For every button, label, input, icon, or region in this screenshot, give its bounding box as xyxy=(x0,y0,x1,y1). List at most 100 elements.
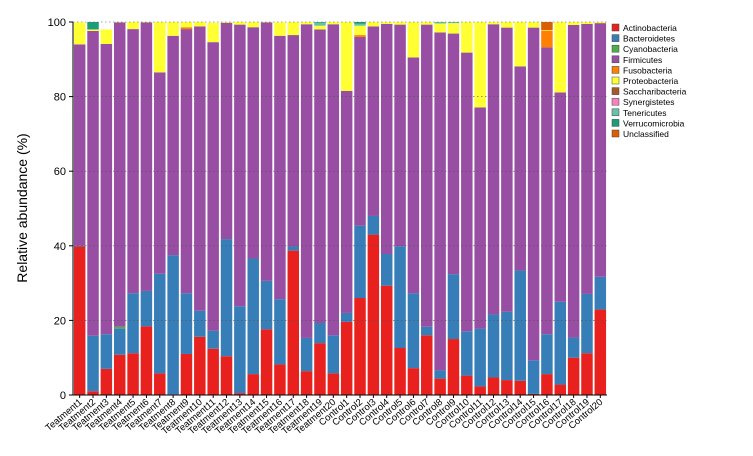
bar-segment-actinobacteria-control16 xyxy=(541,374,552,395)
bar-segment-bacteroidetes-teatment7 xyxy=(154,274,165,374)
bar-segment-firmicutes-teatment8 xyxy=(167,36,178,255)
bar-segment-firmicutes-control2 xyxy=(354,37,365,226)
bar-segment-bacteroidetes-teatment10 xyxy=(194,311,205,337)
bar-segment-bacteroidetes-teatment16 xyxy=(274,299,285,364)
bar-segment-actinobacteria-control12 xyxy=(488,377,499,395)
legend: ActinobacteriaBacteroidetesCyanobacteria… xyxy=(612,23,687,139)
bar-segment-bacteroidetes-control8 xyxy=(434,370,445,378)
bar-segment-bacteroidetes-teatment3 xyxy=(101,334,112,369)
legend-swatch-firmicutes xyxy=(612,56,619,63)
bar-segment-bacteroidetes-control2 xyxy=(354,226,365,298)
bar-segment-firmicutes-teatment6 xyxy=(141,22,152,291)
bar-segment-actinobacteria-control4 xyxy=(381,286,392,395)
bar-segment-proteobacteria-teatment16 xyxy=(274,22,285,35)
bar-segment-firmicutes-control20 xyxy=(595,23,606,277)
bar-segment-proteobacteria-teatment1 xyxy=(74,22,85,44)
bar-segment-bacteroidetes-control16 xyxy=(541,334,552,374)
bar-segment-bacteroidetes-teatment9 xyxy=(181,293,192,354)
bar-segment-bacteroidetes-teatment8 xyxy=(167,255,178,394)
bar-segment-firmicutes-teatment9 xyxy=(181,29,192,293)
legend-swatch-bacteroidetes xyxy=(612,35,619,42)
bar-segment-bacteroidetes-control12 xyxy=(488,314,499,377)
bar-segment-actinobacteria-control5 xyxy=(394,348,405,395)
bar-segment-firmicutes-control17 xyxy=(555,93,566,302)
bar-segment-proteobacteria-control19 xyxy=(581,22,592,24)
bar-segment-firmicutes-control10 xyxy=(461,53,472,332)
bar-segment-proteobacteria-control13 xyxy=(501,22,512,28)
bar-segment-bacteroidetes-teatment12 xyxy=(221,239,232,356)
bar-segment-proteobacteria-control9 xyxy=(448,23,459,33)
bar-segment-bacteroidetes-teatment4 xyxy=(114,329,125,355)
bar-segment-bacteroidetes-control17 xyxy=(555,302,566,385)
bar-segment-proteobacteria-control1 xyxy=(341,22,352,91)
bar-segment-actinobacteria-teatment20 xyxy=(328,373,339,395)
bar-segment-actinobacteria-control6 xyxy=(408,368,419,395)
bar-segment-proteobacteria-control20 xyxy=(595,22,606,23)
bar-segment-bacteroidetes-control3 xyxy=(368,216,379,235)
y-tick-label-0: 0 xyxy=(60,390,66,402)
bar-segment-actinobacteria-control8 xyxy=(434,379,445,395)
legend-label-saccharibacteria: Saccharibacteria xyxy=(623,87,687,97)
bar-segment-firmicutes-control9 xyxy=(448,34,459,275)
bar-segment-bacteroidetes-control11 xyxy=(474,329,485,387)
y-tick-label-60: 60 xyxy=(54,166,66,178)
bar-segment-proteobacteria-teatment18 xyxy=(301,22,312,24)
bar-segment-bacteroidetes-control5 xyxy=(394,246,405,348)
legend-label-tenericutes: Tenericutes xyxy=(623,108,666,118)
bar-segment-firmicutes-teatment7 xyxy=(154,72,165,273)
bar-segment-verrucomicrobia-teatment19 xyxy=(314,22,325,23)
bar-segment-bacteroidetes-teatment15 xyxy=(261,281,272,329)
y-tick-label-100: 100 xyxy=(48,17,66,29)
bar-segment-bacteroidetes-teatment17 xyxy=(288,247,299,251)
bar-segment-bacteroidetes-teatment1 xyxy=(74,246,85,247)
y-tick-label-80: 80 xyxy=(54,92,66,104)
legend-swatch-proteobacteria xyxy=(612,77,619,84)
bar-segment-actinobacteria-teatment5 xyxy=(127,353,138,395)
bar-segment-bacteroidetes-control10 xyxy=(461,331,472,375)
bar-segment-firmicutes-teatment16 xyxy=(274,36,285,299)
bar-segment-proteobacteria-control4 xyxy=(381,22,392,24)
bar-segment-proteobacteria-control14 xyxy=(514,22,525,66)
bar-segment-firmicutes-teatment17 xyxy=(288,35,299,246)
bar-segment-firmicutes-control11 xyxy=(474,107,485,328)
bar-segment-proteobacteria-teatment10 xyxy=(194,22,205,26)
bar-segment-firmicutes-teatment14 xyxy=(247,27,258,258)
bar-segment-actinobacteria-teatment15 xyxy=(261,329,272,395)
bar-segment-proteobacteria-teatment13 xyxy=(234,22,245,25)
legend-label-fusobacteria: Fusobacteria xyxy=(623,65,672,75)
bar-segment-firmicutes-control5 xyxy=(394,25,405,247)
bar-segment-bacteroidetes-teatment14 xyxy=(247,258,258,374)
grid-lines xyxy=(73,22,607,320)
legend-swatch-unclassified xyxy=(612,130,619,137)
legend-swatch-saccharibacteria xyxy=(612,88,619,95)
bar-segment-firmicutes-control12 xyxy=(488,24,499,314)
bar-segment-firmicutes-teatment2 xyxy=(87,31,98,336)
bar-segment-proteobacteria-teatment9 xyxy=(181,22,192,27)
bar-segment-firmicutes-teatment20 xyxy=(328,24,339,335)
bar-segment-cyanobacteria-teatment4 xyxy=(114,327,125,329)
bar-segment-bacteroidetes-control7 xyxy=(421,327,432,336)
bar-segment-actinobacteria-teatment2 xyxy=(87,391,98,395)
legend-label-firmicutes: Firmicutes xyxy=(623,55,662,65)
legend-label-bacteroidetes: Bacteroidetes xyxy=(623,34,675,44)
bar-segment-firmicutes-control3 xyxy=(368,26,379,215)
bar-segment-firmicutes-control16 xyxy=(541,47,552,334)
bar-segment-firmicutes-control15 xyxy=(528,28,539,361)
legend-label-proteobacteria: Proteobacteria xyxy=(623,76,679,86)
bar-segment-actinobacteria-control18 xyxy=(568,358,579,395)
bar-segment-firmicutes-teatment15 xyxy=(261,22,272,280)
bar-segment-firmicutes-teatment12 xyxy=(221,23,232,239)
bar-segment-bacteroidetes-teatment6 xyxy=(141,291,152,326)
bar-segment-proteobacteria-teatment14 xyxy=(247,22,258,27)
bar-segment-proteobacteria-control6 xyxy=(408,22,419,57)
bar-segment-tenericutes-teatment19 xyxy=(314,23,325,26)
bar-segment-firmicutes-teatment4 xyxy=(114,22,125,326)
bar-segment-actinobacteria-teatment19 xyxy=(314,343,325,395)
bar-segment-bacteroidetes-teatment5 xyxy=(127,293,138,353)
bar-segment-proteobacteria-control12 xyxy=(488,22,499,24)
bar-segment-bacteroidetes-control4 xyxy=(381,254,392,286)
bar-segment-firmicutes-teatment13 xyxy=(234,25,245,307)
bar-segment-tenericutes-control2 xyxy=(354,24,365,26)
legend-swatch-synergistetes xyxy=(612,98,619,105)
bar-segment-bacteroidetes-teatment18 xyxy=(301,338,312,371)
